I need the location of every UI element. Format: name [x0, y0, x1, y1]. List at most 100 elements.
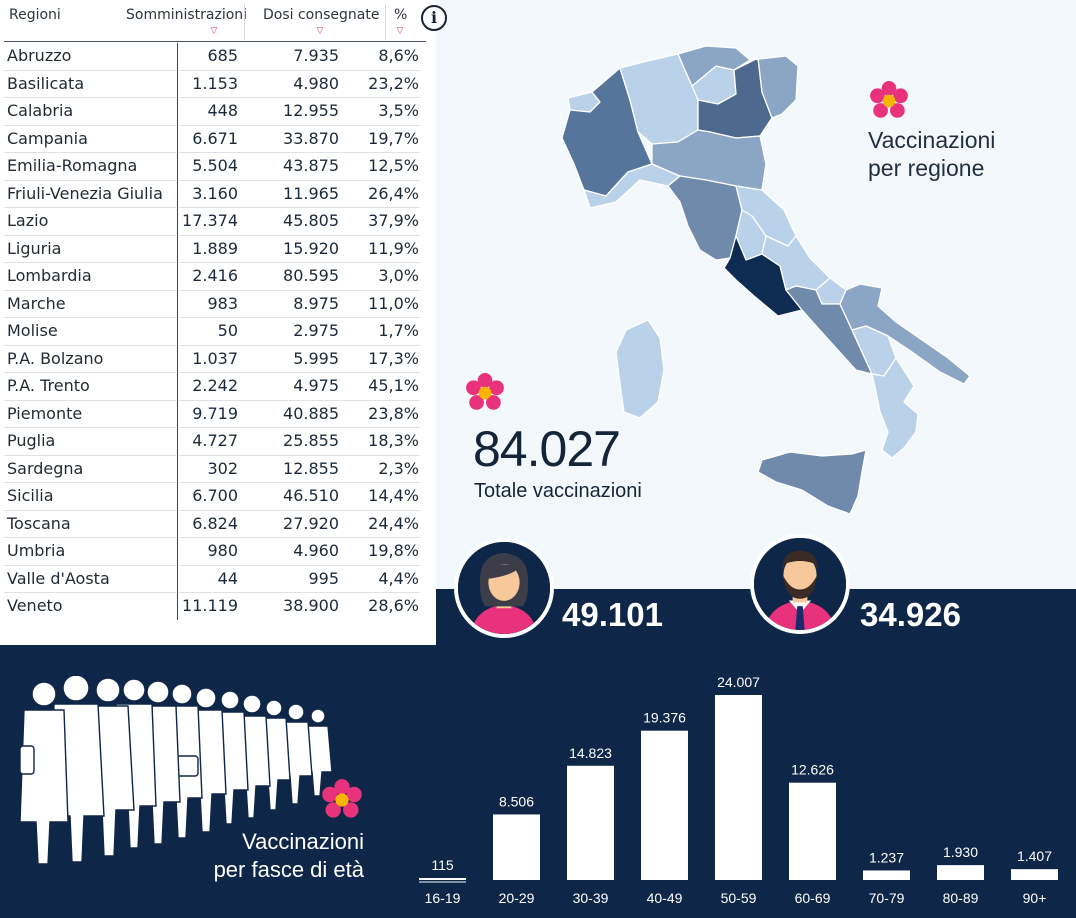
- sort-doses-icon[interactable]: ▽: [316, 26, 324, 36]
- row-divider: [179, 97, 420, 98]
- header-divider: [244, 4, 245, 40]
- header-percent[interactable]: %: [394, 7, 408, 23]
- table-row[interactable]: Calabria 448 12.955 3,5%: [0, 98, 436, 126]
- table-row[interactable]: Sicilia 6.700 46.510 14,4%: [0, 483, 436, 511]
- administrations-value: 50: [217, 321, 238, 340]
- row-divider: [4, 537, 176, 538]
- age-bar-value-label: 1.237: [869, 849, 904, 865]
- map-region-friuli[interactable]: [749, 55, 799, 119]
- table-row[interactable]: Lazio 17.374 45.805 37,9%: [0, 208, 436, 236]
- age-flower-icon: [322, 779, 362, 818]
- table-row[interactable]: Puglia 4.727 25.855 18,3%: [0, 428, 436, 456]
- percent-value: 18,3%: [368, 431, 419, 450]
- age-bar-50-59[interactable]: [715, 695, 762, 880]
- age-bar-90+[interactable]: [1011, 869, 1058, 880]
- percent-value: 17,3%: [368, 348, 419, 368]
- administrations-value: 1.153: [192, 73, 238, 93]
- age-bar-value-label: 8.506: [499, 793, 534, 809]
- administrations-value: 302: [207, 458, 238, 478]
- percent-value: 23,2%: [368, 73, 419, 93]
- age-bar-80-89[interactable]: [937, 865, 984, 880]
- map-region-calabria[interactable]: [871, 357, 919, 459]
- table-row[interactable]: Toscana 6.824 27.920 24,4%: [0, 511, 436, 538]
- header-administrations[interactable]: Somministrazioni: [126, 7, 248, 23]
- row-divider: [4, 262, 176, 263]
- table-row[interactable]: Emilia-Romagna 5.504 43.875 12,5%: [0, 153, 436, 181]
- sort-percent-icon[interactable]: ▽: [396, 26, 404, 36]
- table-row[interactable]: Basilicata 1.153 4.980 23,2%: [0, 71, 436, 98]
- age-bar-value-label: 14.823: [569, 745, 612, 761]
- row-divider: [179, 509, 420, 511]
- map-region-bolzano[interactable]: [677, 45, 751, 87]
- table-row[interactable]: Friuli-Venezia Giulia 3.160 11.965 26,4%: [0, 181, 436, 208]
- region-name: Piemonte: [7, 403, 83, 423]
- row-divider: [4, 399, 176, 401]
- header-doses[interactable]: Dosi consegnate: [263, 7, 380, 23]
- row-divider: [4, 344, 176, 346]
- row-divider: [179, 564, 420, 566]
- region-name: Sardegna: [7, 458, 84, 478]
- table-row[interactable]: Molise 50 2.975 1,7%: [0, 318, 436, 346]
- info-icon[interactable]: i: [421, 5, 447, 31]
- percent-value: 11,0%: [368, 293, 419, 313]
- administrations-value: 685: [207, 46, 238, 65]
- age-category-label: 80-89: [943, 890, 979, 906]
- row-divider: [4, 97, 176, 98]
- table-row[interactable]: Umbria 980 4.960 19,8%: [0, 538, 436, 566]
- table-row[interactable]: Liguria 1.889 15.920 11,9%: [0, 236, 436, 263]
- doses-value: 11.965: [283, 183, 339, 203]
- doses-value: 2.975: [293, 321, 339, 340]
- row-divider: [179, 427, 420, 428]
- table-row[interactable]: Veneto 11.119 38.900 28,6%: [0, 593, 436, 621]
- age-bar-70-79[interactable]: [863, 870, 910, 880]
- map-region-sardegna[interactable]: [615, 319, 665, 419]
- age-category-label: 40-49: [647, 890, 683, 906]
- age-bar-20-29[interactable]: [493, 814, 540, 880]
- age-bar-60-69[interactable]: [789, 782, 836, 880]
- age-bar-value-label: 24.007: [717, 674, 760, 690]
- women-count: 49.101: [562, 596, 663, 633]
- table-row[interactable]: Piemonte 9.719 40.885 23,8%: [0, 401, 436, 428]
- region-name: Abruzzo: [7, 46, 72, 65]
- table-row[interactable]: Abruzzo 685 7.935 8,6%: [0, 43, 436, 71]
- row-divider: [4, 289, 176, 291]
- doses-value: 12.855: [283, 458, 339, 478]
- row-divider: [4, 317, 176, 318]
- map-region-toscana[interactable]: [667, 175, 743, 261]
- map-title-line-2: per regione: [868, 155, 985, 181]
- age-category-label: 20-29: [499, 890, 535, 906]
- italy-map: [561, 45, 971, 515]
- total-flower-icon: [466, 373, 504, 410]
- administrations-value: 4.727: [192, 431, 238, 450]
- administrations-value: 2.242: [192, 376, 238, 395]
- sort-administrations-icon[interactable]: ▽: [210, 26, 218, 36]
- row-divider: [179, 234, 420, 236]
- region-name: Valle d'Aosta: [7, 568, 110, 588]
- table-row[interactable]: P.A. Trento 2.242 4.975 45,1%: [0, 373, 436, 401]
- doses-value: 46.510: [283, 486, 339, 505]
- table-row[interactable]: Valle d'Aosta 44 995 4,4%: [0, 566, 436, 593]
- row-divider: [4, 152, 176, 153]
- map-title-line-1: Vaccinazioni: [868, 127, 996, 153]
- row-divider: [4, 564, 176, 566]
- table-row[interactable]: Marche 983 8.975 11,0%: [0, 291, 436, 318]
- region-name: Friuli-Venezia Giulia: [7, 183, 163, 203]
- age-bar-30-39[interactable]: [567, 765, 614, 880]
- percent-value: 2,3%: [378, 458, 419, 478]
- administrations-value: 448: [207, 101, 238, 120]
- administrations-value: 3.160: [192, 183, 238, 203]
- table-header: Regioni Somministrazioni ▽ Dosi consegna…: [0, 0, 436, 42]
- age-bar-16-19[interactable]: [419, 878, 466, 880]
- header-regions[interactable]: Regioni: [9, 7, 61, 23]
- row-divider: [4, 372, 176, 373]
- crowd-icon: [19, 676, 333, 865]
- age-bar-value-label: 115: [431, 857, 454, 873]
- map-region-sicilia[interactable]: [757, 449, 867, 515]
- region-name: Lazio: [7, 211, 49, 230]
- table-row[interactable]: Campania 6.671 33.870 19,7%: [0, 126, 436, 153]
- table-row[interactable]: Lombardia 2.416 80.595 3,0%: [0, 263, 436, 291]
- row-divider: [179, 372, 420, 373]
- age-bar-40-49[interactable]: [641, 730, 688, 880]
- table-row[interactable]: Sardegna 302 12.855 2,3%: [0, 456, 436, 483]
- table-row[interactable]: P.A. Bolzano 1.037 5.995 17,3%: [0, 346, 436, 373]
